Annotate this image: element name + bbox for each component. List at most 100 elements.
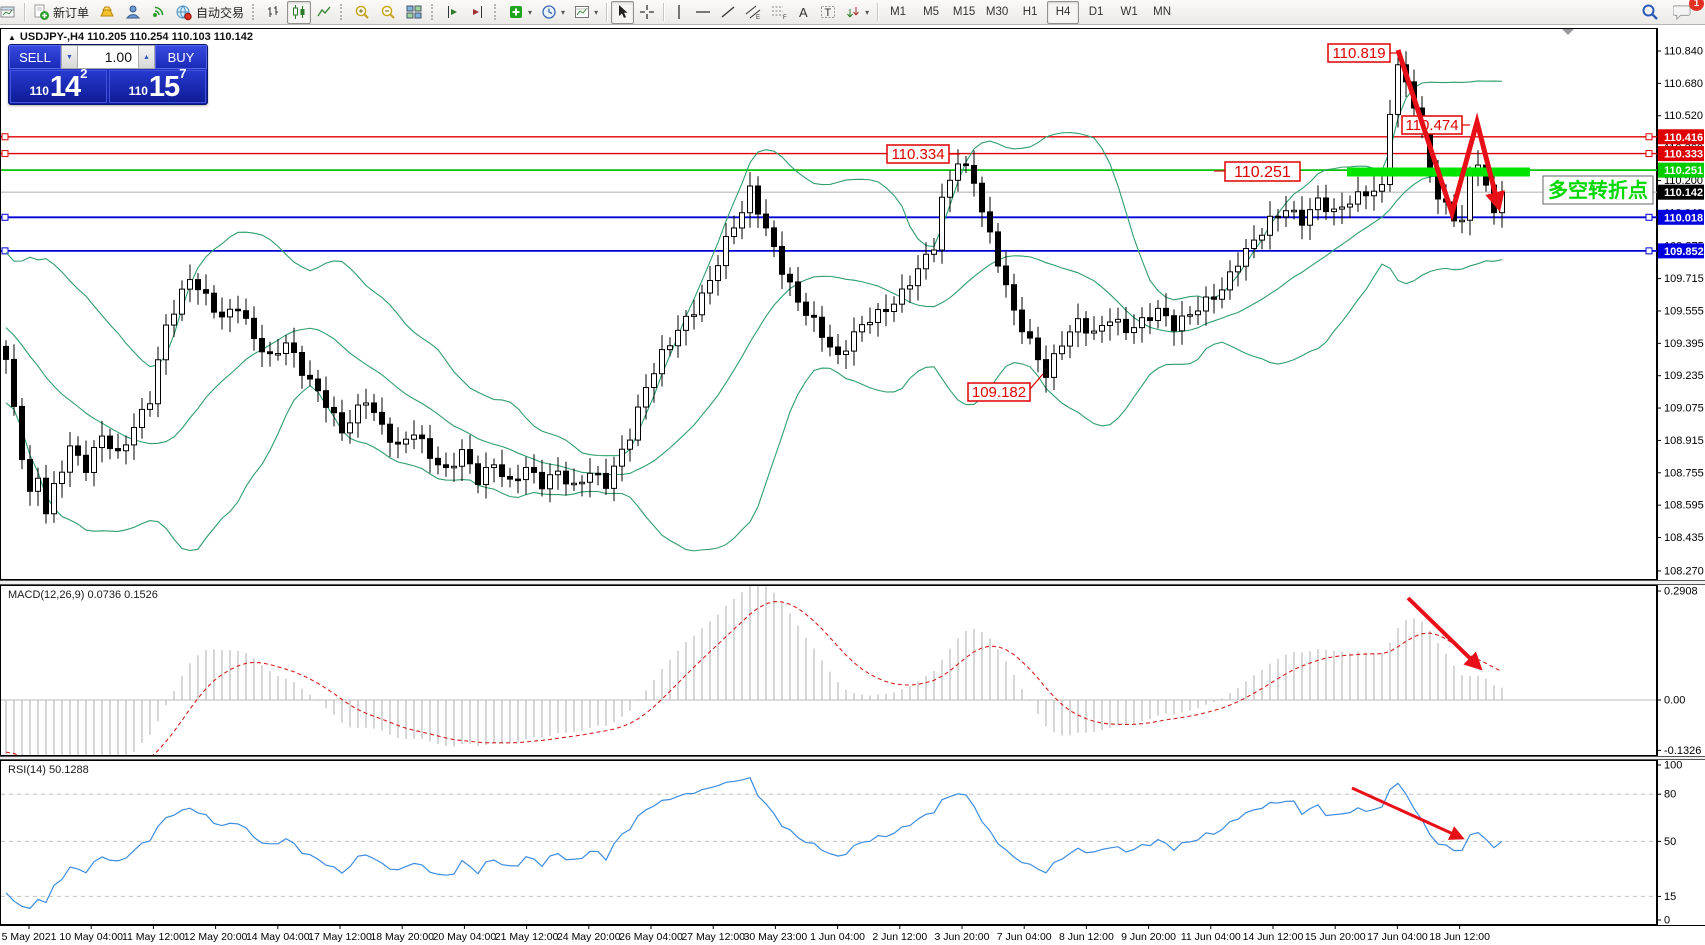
line-handle[interactable] xyxy=(1,150,9,158)
line-handle[interactable] xyxy=(1645,213,1653,221)
macd-axis-tick: -0.1326 xyxy=(1664,745,1701,757)
line-handle[interactable] xyxy=(1645,150,1653,158)
symbol-collapse-icon[interactable]: ▲ xyxy=(8,32,16,42)
price-badge-text: 110.142 xyxy=(1664,187,1703,199)
autotrade-button[interactable]: 自动交易 xyxy=(171,1,248,24)
timeframe-button-m30[interactable]: M30 xyxy=(985,6,1009,18)
hline-tool-button[interactable] xyxy=(691,1,715,24)
periods-button[interactable]: ▾ xyxy=(537,1,569,24)
price-badge-text: 110.251 xyxy=(1664,165,1703,177)
rsi-label: RSI(14) 50.1288 xyxy=(8,764,89,776)
signal-button[interactable] xyxy=(146,1,170,24)
signal-icon xyxy=(153,6,164,17)
svg-text:E: E xyxy=(756,15,760,20)
arrows-tool-button[interactable]: ▾ xyxy=(841,1,873,24)
chart-title: ▲ USDJPY-,H4 110.205 110.254 110.103 110… xyxy=(8,31,253,43)
buy-price-display[interactable]: 110 15 7 xyxy=(109,66,206,103)
price-chart-canvas[interactable]: 110.840110.680110.520110.360110.200110.0… xyxy=(0,25,1705,945)
lot-increase-button[interactable]: ▲ xyxy=(138,45,155,69)
crosshair-tool-button[interactable] xyxy=(635,1,659,24)
trend-arrow-price[interactable] xyxy=(1395,49,1505,222)
auto-scroll-button[interactable] xyxy=(441,1,465,24)
fibonacci-tool-button[interactable]: F xyxy=(767,1,792,24)
chart-window-icon[interactable] xyxy=(0,1,20,24)
time-axis-label: 11 May 12:00 xyxy=(122,931,185,943)
line-handle[interactable] xyxy=(1,133,9,141)
sell-button[interactable]: SELL xyxy=(9,45,61,69)
time-axis-label: 17 May 12:00 xyxy=(308,931,372,943)
chart-area[interactable]: ▲ USDJPY-,H4 110.205 110.254 110.103 110… xyxy=(0,25,1705,945)
line-handle[interactable] xyxy=(1645,247,1653,255)
lot-size-input[interactable]: 1.00 xyxy=(78,45,138,69)
trendline-tool-button[interactable] xyxy=(716,1,740,24)
timeframe-button-m15[interactable]: M15 xyxy=(952,6,976,18)
price-badge xyxy=(1658,129,1704,145)
bar-chart-button[interactable] xyxy=(262,1,286,24)
timeframe-button-h4[interactable]: H4 xyxy=(1047,0,1080,24)
price-annotation-box[interactable] xyxy=(967,382,1031,402)
buy-button[interactable]: BUY xyxy=(155,45,207,69)
lot-decrease-button[interactable]: ▼ xyxy=(61,45,78,69)
chart-shift-button[interactable] xyxy=(466,1,490,24)
indicators-button[interactable]: ▾ xyxy=(504,1,536,24)
trader-icon xyxy=(125,5,141,19)
pane-splitter[interactable] xyxy=(0,580,1705,585)
sell-price-display[interactable]: 110 14 2 xyxy=(10,66,107,103)
price-annotation-box[interactable] xyxy=(1327,43,1391,63)
text-tool-button[interactable]: A xyxy=(793,1,815,24)
trader-button[interactable] xyxy=(121,1,145,24)
price-badge xyxy=(1658,209,1704,225)
price-annotation-text: 110.251 xyxy=(1234,164,1291,181)
line-chart-button[interactable] xyxy=(312,1,336,24)
price-annotation-box[interactable] xyxy=(886,144,950,164)
svg-text:A: A xyxy=(799,5,808,20)
cursor-icon xyxy=(619,5,628,18)
zoom-in-button[interactable] xyxy=(350,1,375,24)
text-a-icon: A xyxy=(799,5,808,20)
price-badge xyxy=(1658,243,1704,259)
rsi-axis-tick: 100 xyxy=(1664,760,1682,772)
templates-button[interactable]: ▾ xyxy=(570,1,602,24)
time-axis-label: 18 Jun 12:00 xyxy=(1429,931,1490,943)
note-box[interactable] xyxy=(1542,175,1654,205)
trendline-icon xyxy=(721,6,735,18)
timeframe-button-w1[interactable]: W1 xyxy=(1120,6,1138,18)
zoom-out-button[interactable] xyxy=(376,1,401,24)
line-handle[interactable] xyxy=(1,213,9,221)
search-button[interactable] xyxy=(1637,1,1663,24)
cursor-tool-button[interactable] xyxy=(611,0,635,24)
price-annotation-box[interactable] xyxy=(1224,161,1301,182)
time-axis-label: 27 May 12:00 xyxy=(681,931,745,943)
timeframe-button-h1[interactable]: H1 xyxy=(1022,6,1038,18)
trend-arrow-rsi[interactable] xyxy=(1351,786,1465,840)
gold-button[interactable] xyxy=(94,1,120,24)
line-handle[interactable] xyxy=(1645,133,1653,141)
sell-price-big: 14 xyxy=(49,71,81,103)
chat-button[interactable]: 1 xyxy=(1669,0,1704,24)
pane-splitter[interactable] xyxy=(0,756,1705,760)
price-annotation-box[interactable] xyxy=(1401,115,1463,135)
line-handle[interactable] xyxy=(1,247,9,255)
candlestick-chart-button[interactable] xyxy=(287,0,312,24)
price-axis-tick: 108.435 xyxy=(1664,532,1704,544)
label-tool-button[interactable]: T xyxy=(816,1,840,24)
tile-windows-icon xyxy=(406,5,422,19)
arrows-icon xyxy=(847,7,859,18)
trend-arrow-macd[interactable] xyxy=(1406,596,1483,671)
price-annotation-text: 110.334 xyxy=(891,146,944,163)
timeframe-button-m1[interactable]: M1 xyxy=(890,6,907,18)
price-badge-text: 110.416 xyxy=(1664,132,1703,144)
candlestick-chart-icon xyxy=(293,5,305,19)
time-axis-label: 5 May 2021 xyxy=(2,931,57,943)
channel-tool-button[interactable]: E xyxy=(741,1,766,24)
time-axis-label: 20 May 04:00 xyxy=(433,931,497,943)
chart-top-marker[interactable] xyxy=(1562,29,1574,35)
tile-windows-button[interactable] xyxy=(402,1,427,24)
time-axis-label: 30 May 23:00 xyxy=(744,931,808,943)
new-order-button[interactable]: 新订单 xyxy=(29,1,93,24)
timeframe-button-d1[interactable]: D1 xyxy=(1088,6,1104,18)
vline-tool-button[interactable] xyxy=(668,1,690,24)
auto-scroll-icon xyxy=(448,6,458,18)
timeframe-button-m5[interactable]: M5 xyxy=(923,6,940,18)
timeframe-button-mn[interactable]: MN xyxy=(1153,6,1172,18)
